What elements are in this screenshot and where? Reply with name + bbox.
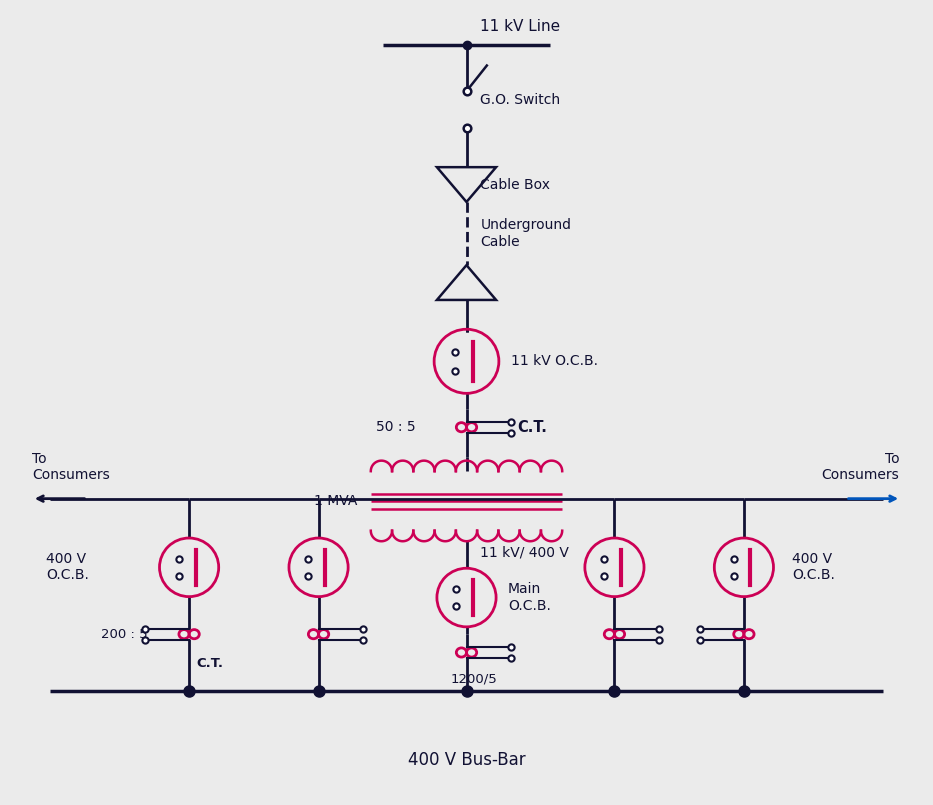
Text: Cable Box: Cable Box: [480, 178, 550, 192]
Text: 11 kV O.C.B.: 11 kV O.C.B.: [511, 354, 598, 369]
Text: 1200/5: 1200/5: [451, 673, 497, 686]
Text: 400 V
O.C.B.: 400 V O.C.B.: [792, 552, 835, 583]
Text: 200 : 5: 200 : 5: [101, 628, 147, 641]
Text: To
Consumers: To Consumers: [32, 452, 110, 482]
Text: C.T.: C.T.: [197, 657, 224, 670]
Text: Main
O.C.B.: Main O.C.B.: [508, 583, 551, 613]
Text: C.T.: C.T.: [518, 419, 548, 435]
Text: 50 : 5: 50 : 5: [376, 420, 415, 434]
Text: To
Consumers: To Consumers: [821, 452, 899, 482]
Text: 1 MVA: 1 MVA: [313, 494, 357, 509]
Text: G.O. Switch: G.O. Switch: [480, 93, 561, 107]
Text: 11 kV Line: 11 kV Line: [480, 19, 561, 35]
Text: 400 V Bus-Bar: 400 V Bus-Bar: [408, 750, 525, 769]
Text: Underground
Cable: Underground Cable: [480, 218, 571, 249]
Text: 11 kV/ 400 V: 11 kV/ 400 V: [480, 546, 569, 559]
Text: 400 V
O.C.B.: 400 V O.C.B.: [46, 552, 89, 583]
